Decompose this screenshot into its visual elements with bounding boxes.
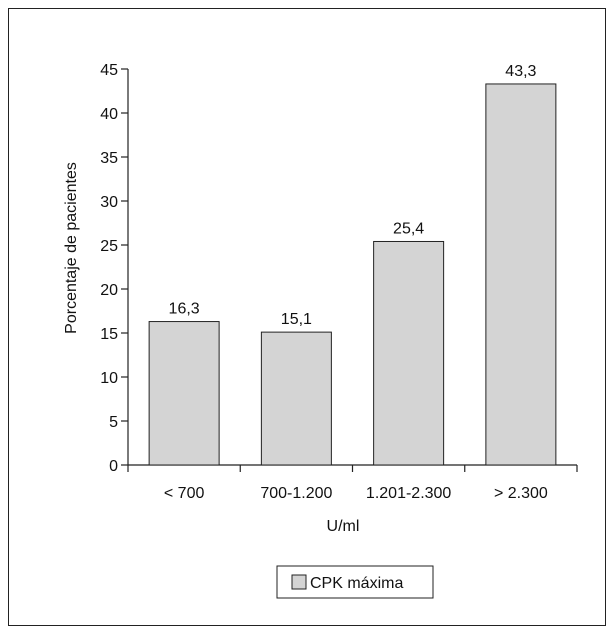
- bar: [485, 83, 557, 466]
- bar-value-label: 15,1: [281, 311, 312, 328]
- chart-frame: [8, 8, 606, 626]
- bar: [148, 321, 220, 466]
- category-labels: < 700 700-1.200 1.201-2.300 > 2.300: [164, 485, 548, 502]
- y-tick-label: 30: [100, 194, 118, 211]
- y-tick-label: 35: [100, 150, 118, 167]
- x-axis: [127, 464, 578, 472]
- y-tick-label: 40: [100, 106, 118, 123]
- y-tick-label: 20: [100, 282, 118, 299]
- legend: CPK máxima: [276, 565, 434, 599]
- x-axis-title: U/ml: [327, 518, 360, 535]
- bar: [260, 331, 332, 466]
- bar-value-label: 25,4: [393, 220, 424, 237]
- value-labels: 16,3 15,1 25,4 43,3: [169, 63, 537, 328]
- y-axis-title: Porcentaje de pacientes: [63, 162, 80, 334]
- bars: [148, 83, 557, 466]
- bar: [373, 240, 445, 466]
- bar-value-label: 16,3: [169, 301, 200, 318]
- x-tick-label: 700-1.200: [260, 485, 332, 502]
- x-tick-label: < 700: [164, 485, 205, 502]
- x-tick-label: > 2.300: [494, 485, 548, 502]
- y-tick-label: 15: [100, 326, 118, 343]
- y-tick-label: 10: [100, 370, 118, 387]
- y-tick-label: 0: [109, 458, 118, 475]
- y-axis: 0 5 10 15 20 25 30 35 40 45: [100, 62, 129, 475]
- legend-label: CPK máxima: [310, 575, 403, 592]
- y-tick-label: 25: [100, 238, 118, 255]
- bar-value-label: 43,3: [505, 63, 536, 80]
- legend-swatch: [291, 574, 307, 590]
- x-tick-label: 1.201-2.300: [366, 485, 452, 502]
- y-tick-label: 5: [109, 414, 118, 431]
- y-tick-label: 45: [100, 62, 118, 79]
